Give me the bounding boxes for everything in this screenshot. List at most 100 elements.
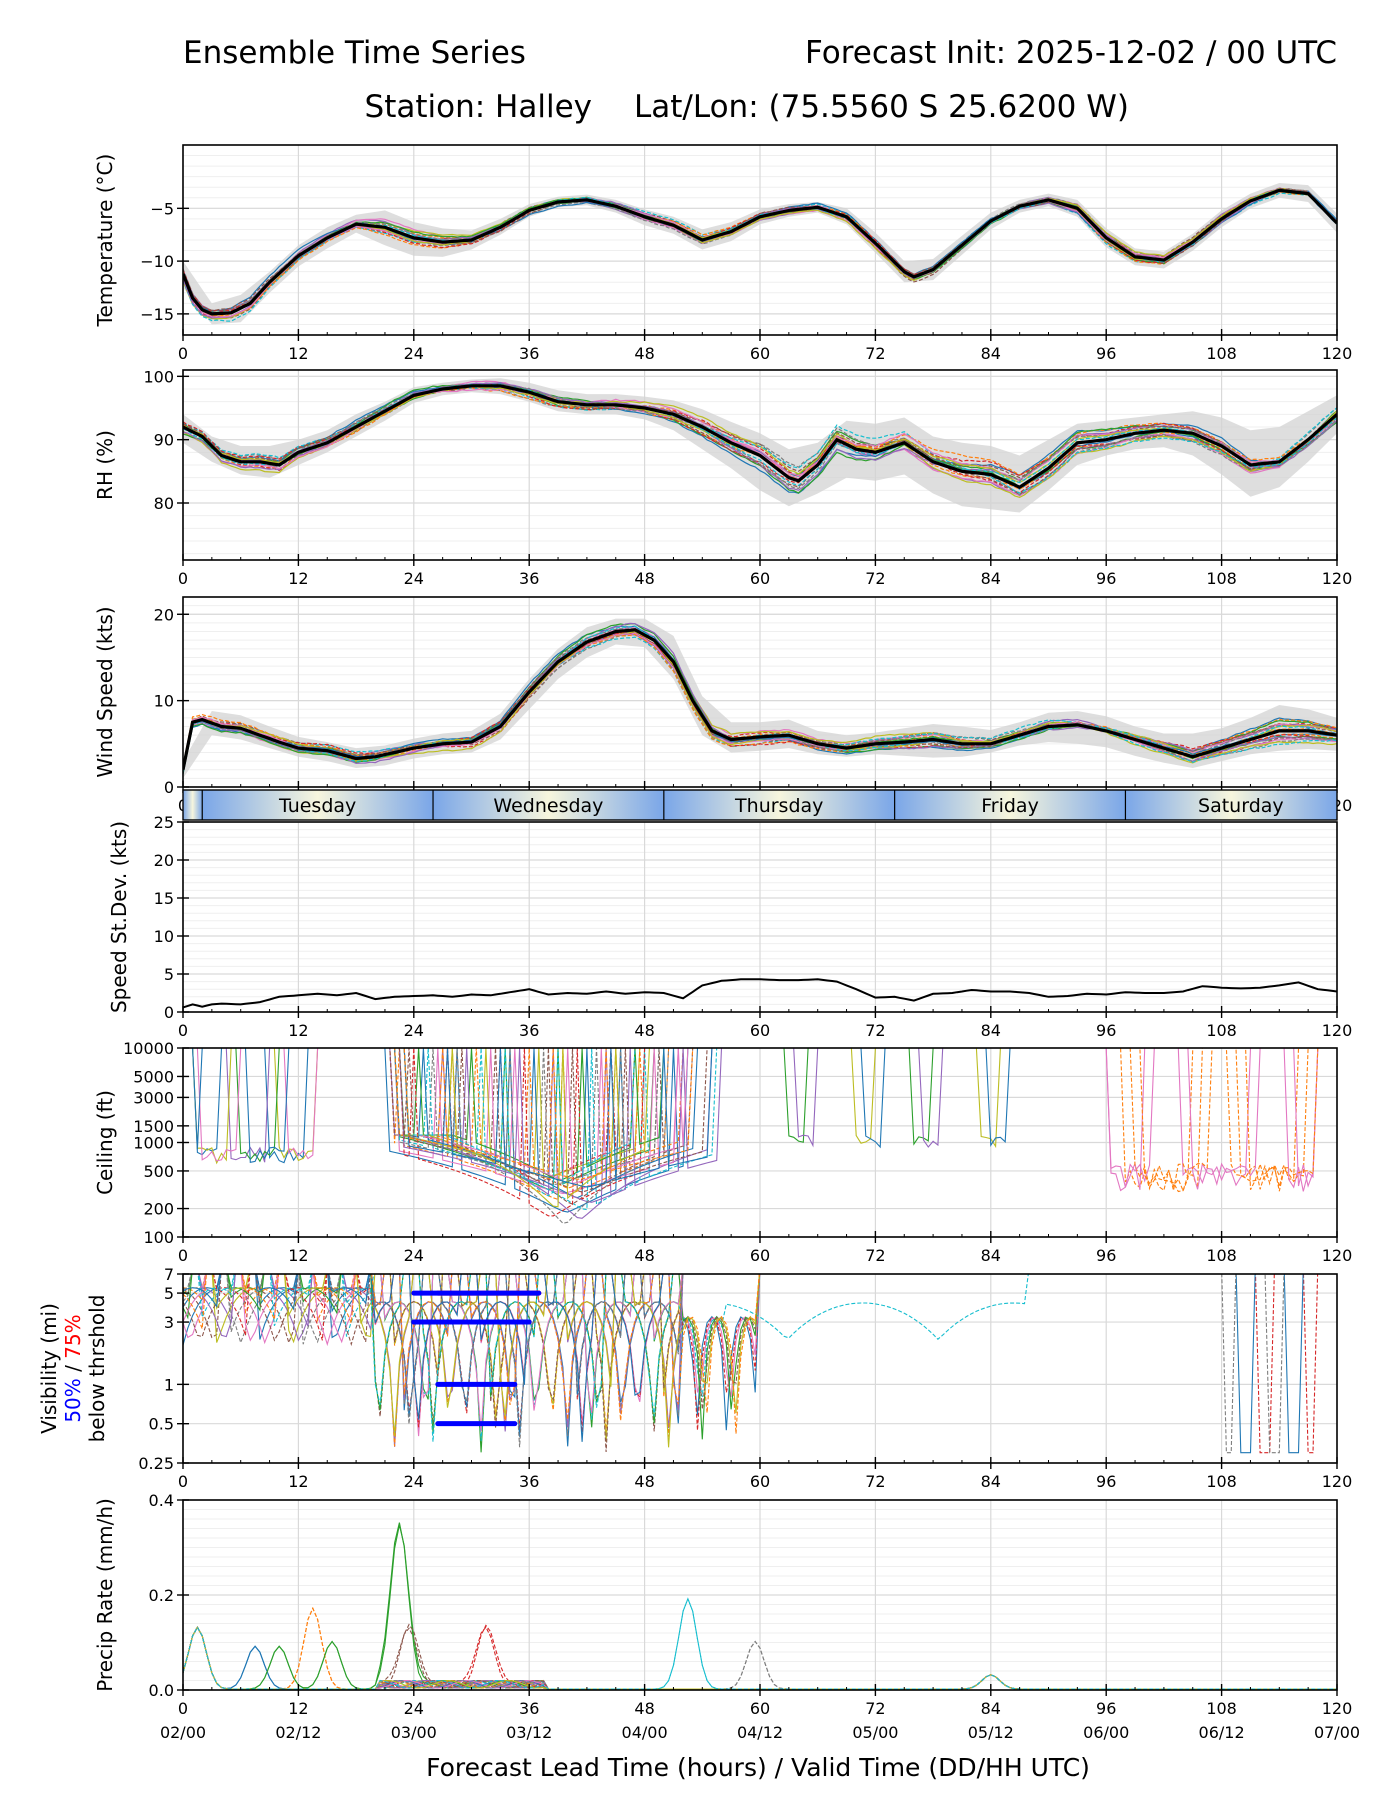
valid-time-label: 04/00 <box>622 1723 668 1742</box>
wind-ylabel: Wind Speed (kts) <box>93 606 117 777</box>
speed_stdev-ytick-label: 20 <box>154 851 174 870</box>
rh-member-line <box>183 386 1337 494</box>
wind-panel: 0102001224364860728496108120Wind Speed (… <box>93 596 1352 815</box>
ceiling-ylabel: Ceiling (ft) <box>93 1090 117 1195</box>
temperature-content <box>183 183 1337 325</box>
wind-ytick-label: 0 <box>164 778 174 797</box>
ceiling-xtick-label: 48 <box>634 1246 654 1265</box>
visibility-xtick-label: 12 <box>288 1472 308 1491</box>
precip-member-line <box>183 1597 1337 1690</box>
precip-xtick-label: 12 <box>288 1699 308 1718</box>
ceiling-xtick-label: 108 <box>1206 1246 1237 1265</box>
visibility-ytick-label: 5 <box>164 1284 174 1303</box>
precip-xtick-label: 72 <box>865 1699 885 1718</box>
visibility-member-line <box>183 1274 664 1442</box>
valid-time-label: 04/12 <box>737 1723 783 1742</box>
rh-xtick-label: 24 <box>404 569 424 588</box>
speed_stdev-xtick-label: 0 <box>178 1021 188 1040</box>
visibility-content <box>183 1274 1319 1454</box>
wind-content <box>183 618 1337 779</box>
precip-xtick-label: 36 <box>519 1699 539 1718</box>
title-left: Ensemble Time Series <box>183 35 526 71</box>
rh-ytick-label: 100 <box>143 367 174 386</box>
valid-time-label: 02/00 <box>160 1723 206 1742</box>
rh-xtick-label: 84 <box>981 569 1001 588</box>
ceiling-xtick-label: 0 <box>178 1246 188 1265</box>
precip-ytick-label: 0.2 <box>149 1586 174 1605</box>
rh-xtick-label: 108 <box>1206 569 1237 588</box>
speed_stdev-ytick-label: 5 <box>164 965 174 984</box>
temperature-xtick-label: 72 <box>865 344 885 363</box>
visibility-member-line <box>183 1274 760 1434</box>
precip-xtick-label: 60 <box>750 1699 770 1718</box>
rh-member-line <box>183 383 1337 488</box>
temperature-xtick-label: 84 <box>981 344 1001 363</box>
speed_stdev-xtick-label: 36 <box>519 1021 539 1040</box>
visibility-member-line <box>183 1274 761 1437</box>
wind-mean-line <box>183 628 1337 771</box>
ceiling-xtick-label: 84 <box>981 1246 1001 1265</box>
visibility-ylabel: Visibility (mi) <box>37 1303 61 1434</box>
wind-ytick-label: 10 <box>154 692 174 711</box>
visibility-member-line <box>198 1274 674 1442</box>
visibility-xtick-label: 108 <box>1206 1472 1237 1491</box>
latlon-label: Lat/Lon: (75.5560 S 25.6200 W) <box>634 89 1129 125</box>
speed_stdev-xtick-label: 12 <box>288 1021 308 1040</box>
day-segment <box>202 790 434 820</box>
visibility-ytick-label: 1 <box>164 1375 174 1394</box>
valid-time-label: 03/00 <box>391 1723 437 1742</box>
ceiling-ytick-label: 500 <box>143 1162 174 1181</box>
ceiling-xtick-label: 36 <box>519 1246 539 1265</box>
temperature-ytick-label: −10 <box>140 252 174 271</box>
rh-xtick-label: 36 <box>519 569 539 588</box>
temperature-xtick-label: 12 <box>288 344 308 363</box>
rh-xtick-label: 72 <box>865 569 885 588</box>
precip-xtick-label: 108 <box>1206 1699 1237 1718</box>
temperature-mean-line <box>183 188 1337 316</box>
ceiling-xtick-label: 72 <box>865 1246 885 1265</box>
precip-ytick-label: 0.0 <box>149 1681 174 1700</box>
ceiling-member-line <box>183 1048 1337 1190</box>
day-label: Tuesday <box>278 795 356 817</box>
temperature-panel: −15 −10 −5 0 12 24 36 48 60 72 84 96 108 120 Temperatu… <box>93 144 1353 363</box>
valid-time-label: 07/00 <box>1314 1723 1360 1742</box>
visibility-xtick-label: 84 <box>981 1472 1001 1491</box>
rh-xtick-label: 48 <box>634 569 654 588</box>
visibility-xtick-label: 60 <box>750 1472 770 1491</box>
day-segment <box>433 790 664 820</box>
rh-member-line <box>183 385 1337 496</box>
temperature-ytick-label: −15 <box>140 305 174 324</box>
valid-time-label: 02/12 <box>275 1723 321 1742</box>
day-segment <box>1125 790 1337 820</box>
temperature-xtick-label: 0 <box>178 344 188 363</box>
day-label: Thursday <box>734 795 823 817</box>
precip-ylabel: Precip Rate (mm/h) <box>93 1498 117 1692</box>
temperature-xtick-label: 120 <box>1322 344 1353 363</box>
visibility-ylabel-sub: below thrshold <box>85 1295 109 1443</box>
day-band: Tuesday Wednesday Thursday Friday Saturday <box>182 789 1338 821</box>
day-segment-previous <box>183 790 203 820</box>
wind-ytick-label: 20 <box>154 605 174 624</box>
rh-panel: 80 90 100 0 12 24 36 48 60 72 84 96 108 120 RH (%) <box>93 367 1352 588</box>
ceiling-ytick-label: 5000 <box>133 1067 174 1086</box>
panels: −15−10−50 12 24 36 48 60 72 84 96 108 120Temperatu… <box>37 144 1360 1742</box>
ceiling-member-line <box>183 1048 1337 1192</box>
visibility-xtick-label: 36 <box>519 1472 539 1491</box>
visibility-ytick-label: 0.25 <box>138 1454 174 1473</box>
day-band-frame <box>182 789 1338 821</box>
visibility-panel: 0.25 0.5 1 3 57 0 12 24 36 48 60 72 84 96 108 120 Visibi… <box>37 1265 1352 1491</box>
day-segment <box>894 790 1126 820</box>
valid-time-label: 03/12 <box>506 1723 552 1742</box>
visibility-member-line <box>212 1274 760 1448</box>
temperature-spread-band <box>183 183 1337 325</box>
ceiling-ytick-label: 1500 <box>133 1117 174 1136</box>
speed_stdev-xtick-label: 96 <box>1096 1021 1116 1040</box>
speed_stdev-xtick-label: 72 <box>865 1021 885 1040</box>
pct-separator: / <box>61 1359 85 1378</box>
x-axis-label: Forecast Lead Time (hours) / Valid Time … <box>426 1753 1090 1782</box>
precip-xtick-label: 96 <box>1096 1699 1116 1718</box>
ceiling-content <box>183 1048 1337 1224</box>
temperature-xtick-label: 24 <box>404 344 424 363</box>
speed_stdev-ytick-label: 0 <box>164 1003 174 1022</box>
